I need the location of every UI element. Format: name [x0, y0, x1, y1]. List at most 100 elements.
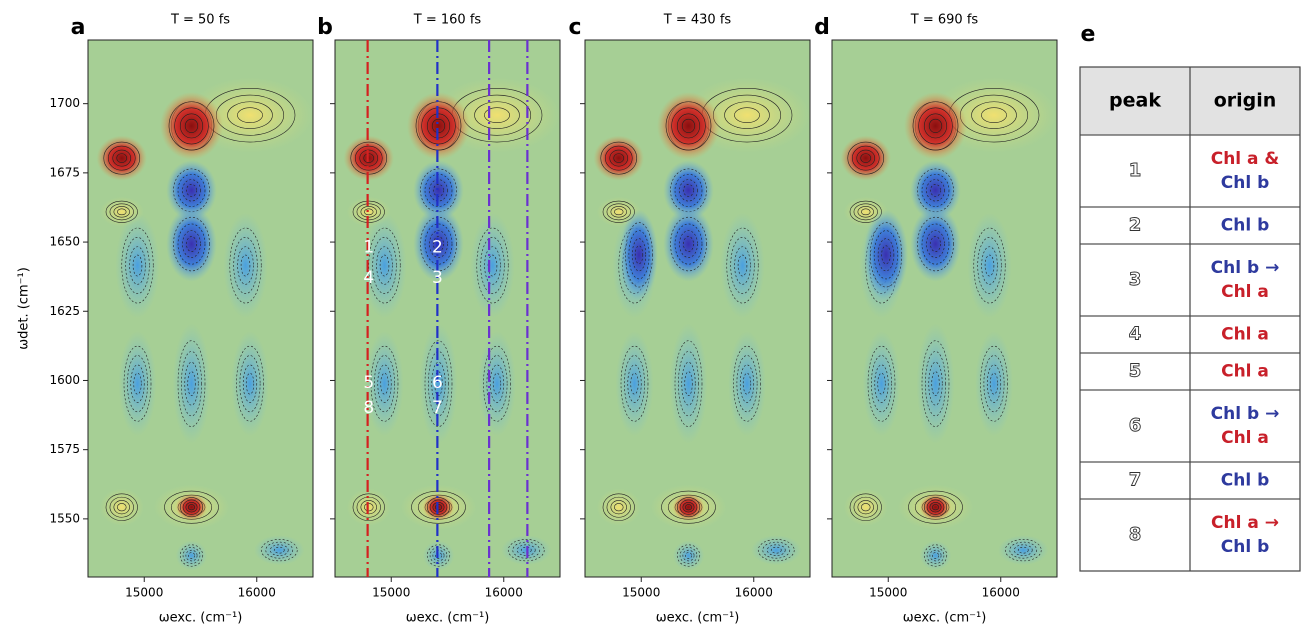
contour-line: [435, 552, 442, 559]
contour-line: [734, 107, 760, 123]
panel-label: b: [317, 15, 333, 40]
contour-line: [625, 222, 653, 288]
contour-line: [679, 230, 698, 258]
contour-line: [929, 549, 942, 562]
contour-line: [429, 179, 448, 202]
plot-frame: [87, 39, 314, 578]
contour-line: [364, 208, 374, 216]
contour-line: [132, 254, 143, 277]
contour-line: [932, 504, 939, 511]
contour-line: [613, 153, 625, 163]
contour-line: [849, 493, 882, 521]
contour-line: [103, 141, 141, 175]
contour-line: [932, 552, 939, 559]
x-tick-label: 16000: [735, 586, 773, 600]
contour-line: [424, 340, 453, 427]
origin-cell: Chl b: [1221, 173, 1270, 193]
contour-line: [177, 173, 206, 207]
contour-line: [239, 355, 261, 413]
y-tick-label: 1625: [49, 304, 80, 318]
contour-line: [429, 230, 448, 258]
contour-line: [105, 493, 138, 521]
contour-line: [376, 246, 393, 285]
contour-line: [739, 364, 755, 403]
contour-line: [182, 499, 201, 515]
contour-line: [433, 184, 444, 197]
contour-line: [683, 184, 694, 197]
contour-line: [600, 141, 638, 175]
contour-line: [928, 361, 943, 406]
contour-line: [236, 345, 264, 422]
contour-line: [411, 490, 466, 524]
contour-line: [676, 113, 701, 139]
contour-line: [604, 145, 633, 171]
contour-line: [730, 237, 755, 295]
contour-line: [109, 203, 134, 221]
contour-line: [432, 502, 445, 513]
contour-line: [429, 547, 448, 564]
contour-line: [610, 500, 627, 515]
y-axis-label: ωdet. (cm⁻¹): [17, 267, 32, 350]
contour-line: [877, 372, 886, 395]
contour-line: [113, 500, 130, 515]
blob: [720, 212, 765, 319]
contour-field: [585, 40, 810, 577]
contour-line: [609, 149, 629, 167]
contour-line: [930, 184, 941, 197]
panel-title: T = 160 fs: [413, 13, 482, 28]
contour-line: [971, 101, 1017, 129]
contour-line: [512, 541, 541, 559]
x-axis-label: ωexc. (cm⁻¹): [406, 611, 490, 626]
origin-cell: Chl a: [1221, 282, 1269, 302]
contour-line: [507, 539, 545, 562]
contour-line: [484, 246, 501, 285]
contour-line: [661, 490, 716, 524]
origin-cell: Chl a: [1221, 428, 1269, 448]
contour-line: [112, 149, 132, 167]
contour-line: [917, 216, 954, 272]
peak-cell: 1: [1129, 160, 1142, 181]
contour-line: [177, 223, 206, 265]
contour-line: [684, 371, 693, 397]
contour-line: [983, 355, 1005, 413]
blob: [223, 212, 268, 319]
contour-line: [372, 237, 397, 295]
contour-line: [420, 168, 457, 213]
contour-line: [356, 496, 381, 518]
contour-line: [628, 230, 650, 280]
contour-line: [742, 372, 752, 395]
contour-line: [917, 168, 954, 213]
contour-line: [853, 203, 878, 221]
contour-line: [676, 544, 701, 567]
peak-number: 5: [363, 373, 374, 393]
blob: [96, 135, 147, 181]
contour-line: [869, 222, 903, 288]
x-tick-label: 15000: [372, 586, 410, 600]
contour-line: [912, 101, 959, 151]
contour-line: [476, 227, 509, 304]
contour-line: [1013, 544, 1033, 556]
contour-line: [107, 145, 136, 171]
contour-line: [931, 371, 940, 397]
contour-line: [177, 340, 206, 427]
contour-line: [873, 230, 899, 280]
peak-cell: 4: [1129, 324, 1142, 345]
contour-line: [424, 173, 453, 207]
contour-line: [610, 206, 627, 218]
contour-line: [620, 345, 649, 422]
peak-cell: 8: [1129, 524, 1142, 545]
contour-line: [117, 208, 127, 216]
contour-line: [181, 351, 202, 417]
contour-line: [981, 107, 1007, 123]
x-axis-label: ωexc. (cm⁻¹): [656, 611, 740, 626]
x-tick-label: 16000: [238, 586, 276, 600]
contour-line: [923, 497, 948, 518]
contour-line: [415, 101, 462, 151]
contour-line: [229, 227, 262, 304]
contour-line: [685, 504, 692, 511]
y-tick-label: 1700: [49, 96, 80, 110]
contour-field: [88, 40, 313, 577]
panel-title: T = 690 fs: [910, 13, 979, 28]
